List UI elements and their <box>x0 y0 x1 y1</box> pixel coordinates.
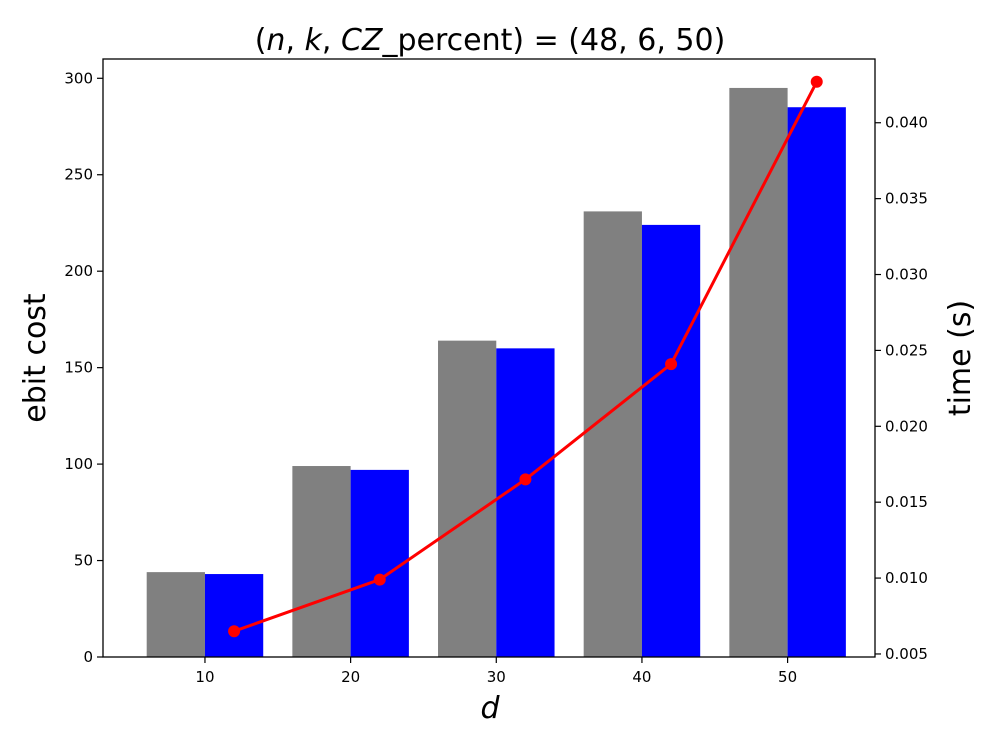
bar-series1-30 <box>438 340 497 657</box>
x-axis-label: d <box>480 691 500 726</box>
y2-tick-label-1: 0.005 <box>885 645 928 663</box>
x-tick-label-10: 10 <box>195 668 214 686</box>
line-layer <box>228 75 823 638</box>
y2-tick-label-8: 0.040 <box>885 114 928 132</box>
bar-series1-40 <box>583 211 642 657</box>
title-open: ( <box>255 23 267 58</box>
svg-text:(n, k, CZ_percent) = (48, 6, 5: (n, k, CZ_percent) = (48, 6, 50) <box>255 23 726 58</box>
title-cz: CZ <box>341 23 384 58</box>
bar-series2-10 <box>204 574 264 657</box>
y-tick-label-0: 0 <box>83 648 93 666</box>
time-series-point-1 <box>228 625 241 638</box>
bar-series2-50 <box>787 107 846 657</box>
time-series-point-5 <box>810 75 823 88</box>
left-axis: 0 50 100 150 200 250 300 <box>64 69 103 666</box>
title-suffix: _percent) = (48, 6, 50) <box>381 23 725 58</box>
title-n: n <box>266 23 285 58</box>
time-series-point-4 <box>665 358 678 371</box>
title-sep2: , <box>322 23 341 58</box>
y2-tick-label-6: 0.030 <box>885 266 928 284</box>
plot-frame <box>102 58 876 658</box>
chart-title: (n, k, CZ_percent) = (48, 6, 50) <box>255 23 726 58</box>
x-tick-label-50: 50 <box>778 668 797 686</box>
y2-axis-label: time (s) <box>943 300 978 416</box>
y-tick-label-300: 300 <box>64 69 93 87</box>
y2-tick-label-2: 0.010 <box>885 569 928 587</box>
bars-layer <box>146 87 846 657</box>
x-tick-label-30: 30 <box>487 668 506 686</box>
y-tick-label-250: 250 <box>64 166 93 184</box>
title-k: k <box>305 23 324 58</box>
bar-series1-20 <box>292 466 351 657</box>
y-tick-label-50: 50 <box>74 552 93 570</box>
x-tick-label-40: 40 <box>632 668 651 686</box>
bar-series2-20 <box>350 469 409 657</box>
bar-series1-10 <box>146 572 205 657</box>
title-sep1: , <box>285 23 304 58</box>
x-tick-label-20: 20 <box>341 668 360 686</box>
y-axis-label: ebit cost <box>18 293 53 423</box>
y2-tick-label-7: 0.035 <box>885 190 928 208</box>
bar-series2-40 <box>641 224 701 657</box>
time-series-point-2 <box>373 573 386 586</box>
y2-tick-label-3: 0.015 <box>885 493 928 511</box>
right-axis: 0.005 0.010 0.015 0.020 0.025 0.030 0.035 0.040 <box>875 114 928 663</box>
y-tick-label-100: 100 <box>64 455 93 473</box>
y2-tick-label-4: 0.020 <box>885 417 928 435</box>
y2-tick-label-5: 0.025 <box>885 341 928 359</box>
time-series-point-3 <box>519 473 532 486</box>
y-tick-label-200: 200 <box>64 262 93 280</box>
y-tick-label-150: 150 <box>64 359 93 377</box>
bar-series1-50 <box>729 87 788 657</box>
bar-series2-30 <box>496 348 555 657</box>
x-axis: 10 20 30 40 50 <box>195 657 797 686</box>
